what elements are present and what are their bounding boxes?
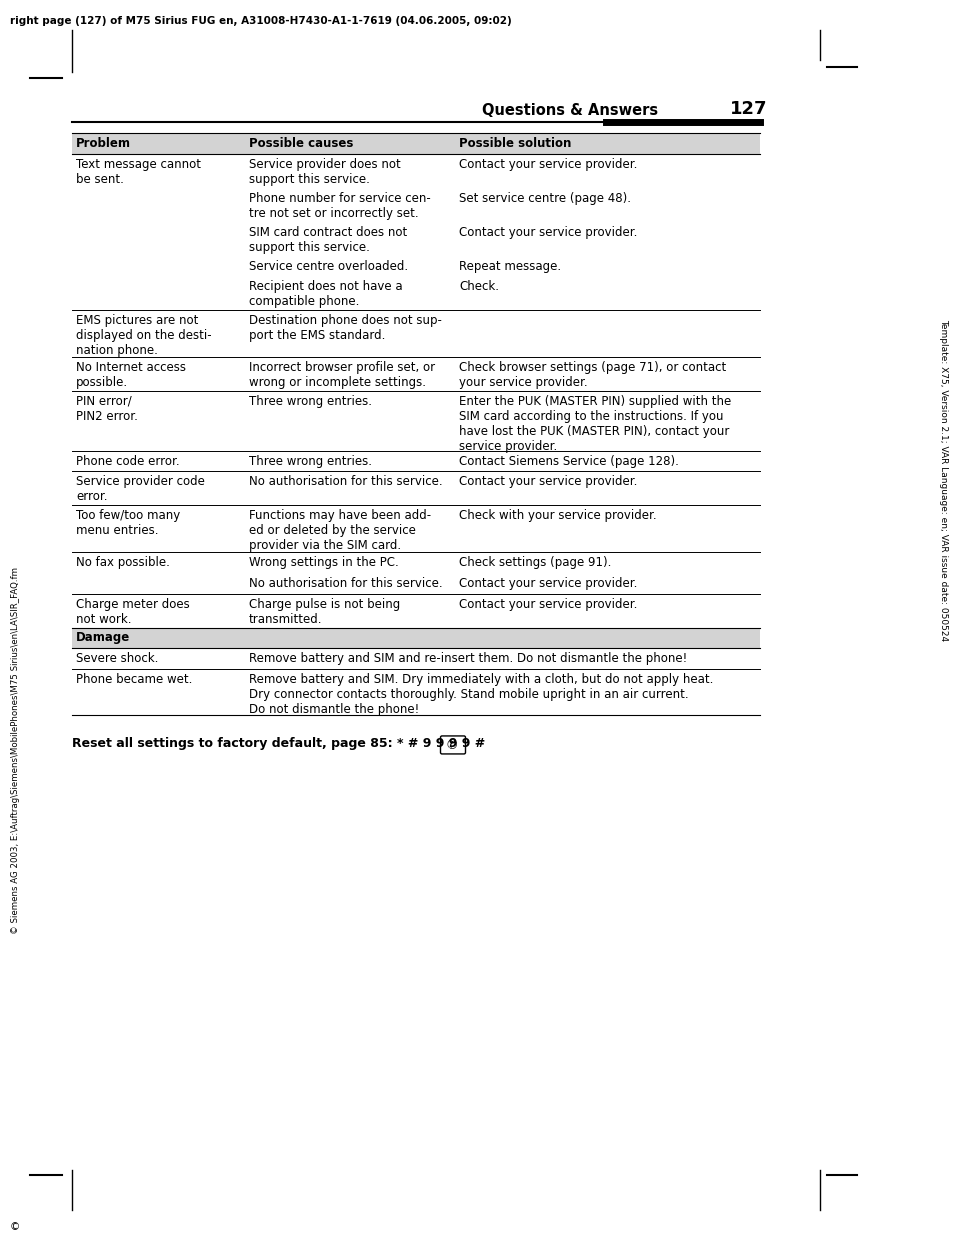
Text: Contact your service provider.: Contact your service provider. [458,598,637,611]
Text: Possible solution: Possible solution [458,137,571,150]
Text: Destination phone does not sup-
port the EMS standard.: Destination phone does not sup- port the… [249,314,441,343]
Text: Charge pulse is not being
transmitted.: Charge pulse is not being transmitted. [249,598,400,625]
Text: ©: © [10,1222,20,1232]
Text: No authorisation for this service.: No authorisation for this service. [249,476,442,488]
Text: Contact your service provider.: Contact your service provider. [458,226,637,239]
Text: Phone number for service cen-
tre not set or incorrectly set.: Phone number for service cen- tre not se… [249,192,431,219]
Text: Functions may have been add-
ed or deleted by the service
provider via the SIM c: Functions may have been add- ed or delet… [249,510,431,552]
Text: Incorrect browser profile set, or
wrong or incomplete settings.: Incorrect browser profile set, or wrong … [249,361,435,389]
Text: No authorisation for this service.: No authorisation for this service. [249,577,442,591]
Text: Contact Siemens Service (page 128).: Contact Siemens Service (page 128). [458,455,679,467]
Text: Contact your service provider.: Contact your service provider. [458,476,637,488]
Text: 127: 127 [729,100,767,118]
Text: Three wrong entries.: Three wrong entries. [249,455,372,467]
Text: Repeat message.: Repeat message. [458,259,560,273]
FancyBboxPatch shape [440,736,465,754]
Text: Phone code error.: Phone code error. [76,455,179,467]
Text: Set service centre (page 48).: Set service centre (page 48). [458,192,630,204]
Bar [71,133,760,155]
Text: Wrong settings in the PC.: Wrong settings in the PC. [249,556,398,569]
Text: PIN error/
PIN2 error.: PIN error/ PIN2 error. [76,395,138,422]
Text: Charge meter does
not work.: Charge meter does not work. [76,598,190,625]
Text: Reset all settings to factory default, page 85: * # 9 9 9 9 #: Reset all settings to factory default, p… [71,738,485,750]
Text: Damage: Damage [76,630,131,644]
Text: No fax possible.: No fax possible. [76,556,170,569]
Text: Service provider code
error.: Service provider code error. [76,476,205,503]
Text: ✆: ✆ [446,739,456,753]
Text: Three wrong entries.: Three wrong entries. [249,395,372,407]
Bar [71,628,760,648]
Text: Contact your service provider.: Contact your service provider. [458,577,637,591]
Text: Enter the PUK (MASTER PIN) supplied with the
SIM card according to the instructi: Enter the PUK (MASTER PIN) supplied with… [458,395,731,452]
Text: No Internet access
possible.: No Internet access possible. [76,361,186,389]
Text: Possible causes: Possible causes [249,137,353,150]
Text: Recipient does not have a
compatible phone.: Recipient does not have a compatible pho… [249,280,402,309]
Text: Check.: Check. [458,280,498,294]
Text: Contact your service provider.: Contact your service provider. [458,158,637,171]
Text: Check browser settings (page 71), or contact
your service provider.: Check browser settings (page 71), or con… [458,361,725,389]
Text: right page (127) of M75 Sirius FUG en, A31008-H7430-A1-1-7619 (04.06.2005, 09:02: right page (127) of M75 Sirius FUG en, A… [10,16,511,26]
Text: Remove battery and SIM and re-insert them. Do not dismantle the phone!: Remove battery and SIM and re-insert the… [249,652,686,665]
Text: Service provider does not
support this service.: Service provider does not support this s… [249,158,400,186]
Text: Check with your service provider.: Check with your service provider. [458,510,656,522]
Text: Text message cannot
be sent.: Text message cannot be sent. [76,158,201,186]
Text: Phone became wet.: Phone became wet. [76,673,193,685]
Text: SIM card contract does not
support this service.: SIM card contract does not support this … [249,226,407,254]
Text: © Siemens AG 2003, E:\Auftrag\Siemens\MobilePhones\M75 Sirius\en\LA\SIR_FAQ.fm: © Siemens AG 2003, E:\Auftrag\Siemens\Mo… [11,567,20,933]
Text: Template: X75, Version 2.1; VAR Language: en; VAR issue date: 050524: Template: X75, Version 2.1; VAR Language… [939,319,947,640]
Text: EMS pictures are not
displayed on the desti-
nation phone.: EMS pictures are not displayed on the de… [76,314,212,358]
Text: Remove battery and SIM. Dry immediately with a cloth, but do not apply heat.
Dry: Remove battery and SIM. Dry immediately … [249,673,713,715]
Text: Check settings (page 91).: Check settings (page 91). [458,556,611,569]
Text: Too few/too many
menu entries.: Too few/too many menu entries. [76,510,180,537]
Text: Severe shock.: Severe shock. [76,652,158,665]
Text: Questions & Answers: Questions & Answers [481,103,658,118]
Text: Service centre overloaded.: Service centre overloaded. [249,259,408,273]
Text: Problem: Problem [76,137,131,150]
